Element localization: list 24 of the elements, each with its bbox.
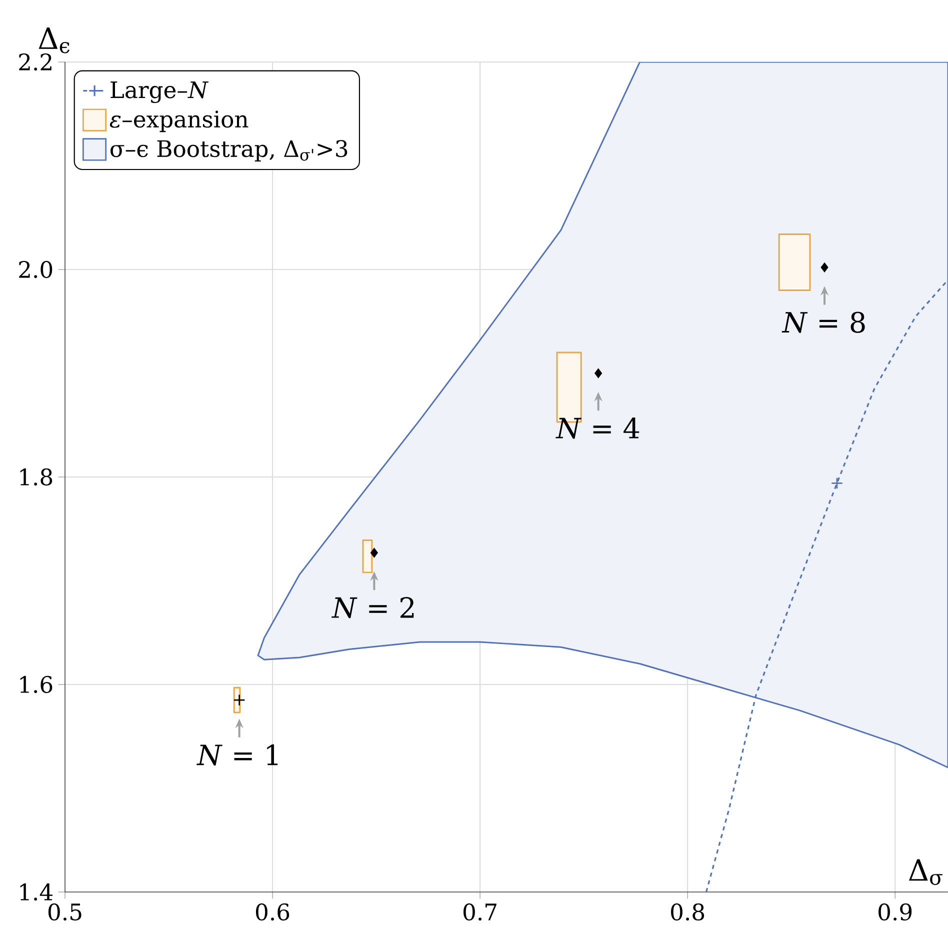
legend-label: σ–ϵ Bootstrap, Δ$_{σ'}$>3 bbox=[110, 140, 348, 162]
x-tick-label: 0.5 bbox=[48, 903, 82, 921]
y-tick-label: 2.0 bbox=[19, 260, 52, 278]
point bbox=[594, 368, 602, 378]
legend-label: ε–expansion bbox=[110, 110, 248, 132]
point bbox=[370, 548, 378, 558]
y-tick-label: 1.4 bbox=[20, 883, 52, 901]
x-axis-title: Δ$_{σ}$ bbox=[908, 859, 942, 886]
y-tick-label: 1.8 bbox=[20, 468, 52, 486]
point bbox=[830, 477, 843, 490]
y-tick-label: 1.6 bbox=[20, 676, 52, 694]
x-tick-label: 0.9 bbox=[878, 903, 912, 921]
x-tick-label: 0.7 bbox=[464, 903, 496, 921]
point bbox=[233, 694, 246, 706]
annotation: N = 4 bbox=[556, 418, 640, 439]
annotation: N = 8 bbox=[782, 312, 865, 333]
annotation: N = 2 bbox=[331, 597, 414, 618]
x-tick-label: 0.8 bbox=[671, 903, 704, 921]
y-axis-title: Δ$_{ϵ}$ bbox=[38, 27, 70, 54]
legend-label: Large–N bbox=[110, 82, 209, 104]
point bbox=[820, 262, 828, 272]
y-tick-label: 2.2 bbox=[19, 53, 52, 71]
annotation: N = 1 bbox=[196, 744, 278, 766]
x-tick-label: 0.6 bbox=[256, 903, 290, 921]
